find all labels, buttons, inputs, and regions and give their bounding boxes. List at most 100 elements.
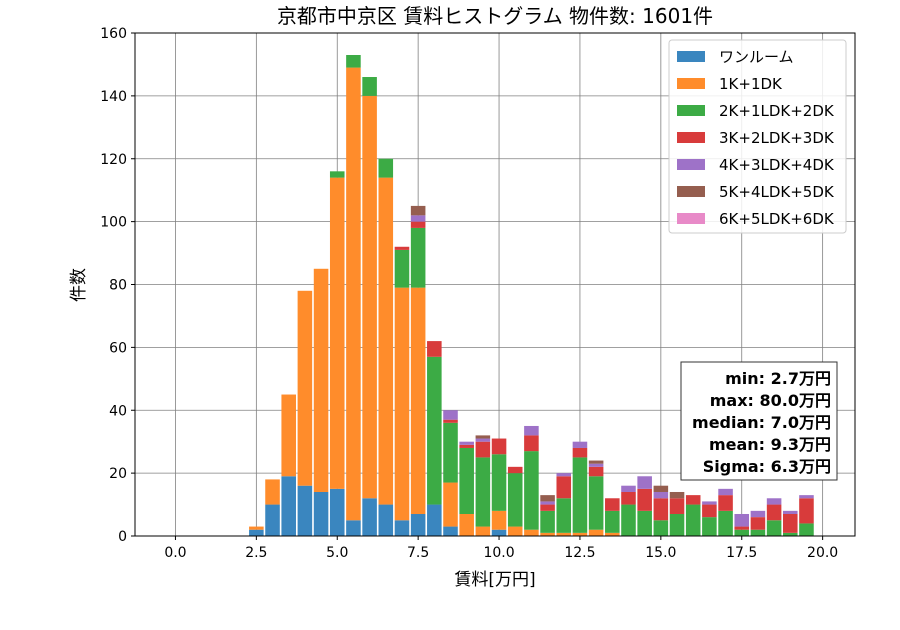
bar-segment-series-2 [669, 513, 685, 536]
bar-segment-series-3 [588, 466, 604, 477]
x-tick-label: 5.0 [326, 545, 348, 561]
bar-segment-series-3 [394, 246, 410, 250]
legend-label: 5K+4LDK+5DK [719, 183, 835, 201]
bar-segment-series-4 [588, 463, 604, 467]
bar-segment-series-3 [459, 444, 474, 448]
bar-segment-series-3 [572, 447, 588, 458]
bar-segment-series-1 [297, 290, 313, 486]
bar-segment-series-4 [475, 438, 491, 442]
bar-segment-series-2 [605, 510, 620, 533]
bar-segment-series-2 [362, 77, 377, 96]
bar-segment-series-1 [507, 526, 523, 536]
y-tick-label: 160 [100, 26, 127, 42]
bar-segment-series-2 [443, 422, 458, 483]
bar-segment-series-0 [427, 504, 442, 536]
stats-line: min: 2.7万円 [725, 369, 831, 388]
bar-segment-series-2 [588, 476, 604, 530]
stats-line: Sigma: 6.3万円 [703, 457, 831, 476]
legend-label: 1K+1DK [719, 75, 783, 93]
bar-segment-series-1 [572, 532, 588, 536]
bar-segment-series-0 [313, 491, 329, 536]
bar-segment-series-4 [766, 498, 782, 505]
legend-swatch [677, 132, 705, 143]
bar-segment-series-2 [702, 517, 717, 536]
bar-segment-series-1 [394, 287, 410, 521]
bar-segment-series-3 [427, 341, 442, 357]
x-tick-label: 15.0 [645, 545, 676, 561]
bar-segment-series-1 [443, 482, 458, 527]
y-tick-label: 100 [100, 215, 127, 231]
bar-segment-series-5 [410, 205, 426, 216]
bar-segment-series-3 [783, 513, 798, 533]
bar-segment-series-3 [410, 221, 426, 228]
legend-label: ワンルーム [719, 48, 794, 66]
stats-line: max: 80.0万円 [710, 391, 831, 410]
x-tick-label: 7.5 [407, 545, 429, 561]
bar-segment-series-2 [524, 451, 539, 530]
bar-segment-series-2 [783, 532, 798, 536]
stats-line: mean: 9.3万円 [709, 435, 831, 454]
x-tick-label: 17.5 [726, 545, 757, 561]
bar-segment-series-2 [507, 473, 523, 527]
bar-segment-series-1 [605, 532, 620, 536]
bar-segment-series-5 [653, 485, 669, 492]
bar-segment-series-4 [524, 425, 539, 436]
bar-segment-series-3 [524, 435, 539, 452]
bar-segment-series-2 [734, 529, 750, 536]
y-axis-label: 件数 [69, 268, 89, 302]
bar-segment-series-2 [491, 454, 507, 511]
bar-segment-series-3 [540, 504, 555, 511]
bar-segment-series-3 [702, 504, 717, 518]
bar-segment-series-2 [410, 227, 426, 288]
bar-segment-series-0 [281, 476, 296, 536]
bar-segment-series-3 [669, 498, 685, 514]
bar-segment-series-4 [621, 485, 636, 492]
legend-swatch [677, 78, 705, 89]
y-tick-label: 20 [109, 466, 127, 482]
bar-segment-series-2 [718, 510, 733, 536]
bar-segment-series-1 [329, 177, 345, 489]
bar-segment-series-0 [329, 488, 345, 536]
stats-line: median: 7.0万円 [692, 413, 831, 432]
bar-segment-series-1 [491, 510, 507, 530]
bar-segment-series-2 [637, 510, 652, 536]
bar-segment-series-2 [621, 504, 636, 536]
bar-segment-series-2 [475, 457, 491, 527]
bar-segment-series-1 [313, 268, 329, 492]
bar-segment-series-4 [702, 501, 717, 505]
bar-segment-series-0 [378, 504, 394, 536]
bar-segment-series-3 [750, 517, 766, 530]
x-tick-label: 2.5 [245, 545, 267, 561]
bar-segment-series-3 [718, 495, 733, 511]
bar-segment-series-3 [685, 495, 701, 505]
bar-segment-series-4 [556, 473, 572, 477]
bar-segment-series-2 [459, 447, 474, 514]
bar-segment-series-3 [653, 498, 669, 521]
bar-segment-series-0 [410, 513, 426, 536]
bar-segment-series-4 [653, 491, 669, 499]
x-tick-label: 12.5 [564, 545, 595, 561]
bars-group [249, 55, 814, 536]
axis-ticks: 0.0 2.5 5.0 7.5 10.0 12.5 15.0 17.5 20.0 0 20 40 60 8… [100, 26, 838, 561]
bar-segment-series-1 [556, 532, 572, 536]
bar-segment-series-5 [475, 435, 491, 439]
x-tick-label: 20.0 [807, 545, 838, 561]
bar-segment-series-5 [540, 495, 555, 502]
bar-segment-series-2 [540, 510, 555, 533]
bar-segment-series-2 [685, 504, 701, 536]
stats-box-frame [680, 361, 838, 481]
bar-segment-series-3 [443, 419, 458, 423]
bar-segment-series-4 [637, 476, 652, 489]
bar-segment-series-3 [621, 491, 636, 505]
bar-segment-series-0 [265, 504, 280, 536]
bar-segment-series-2 [556, 498, 572, 533]
bar-segment-series-1 [281, 394, 296, 477]
bar-segment-series-1 [265, 479, 280, 505]
y-tick-label: 120 [100, 152, 127, 168]
bar-segment-series-1 [524, 529, 539, 536]
bar-segment-series-0 [491, 529, 507, 536]
bar-segment-series-4 [572, 441, 588, 448]
bar-segment-series-2 [572, 457, 588, 533]
bar-segment-series-2 [750, 529, 766, 536]
